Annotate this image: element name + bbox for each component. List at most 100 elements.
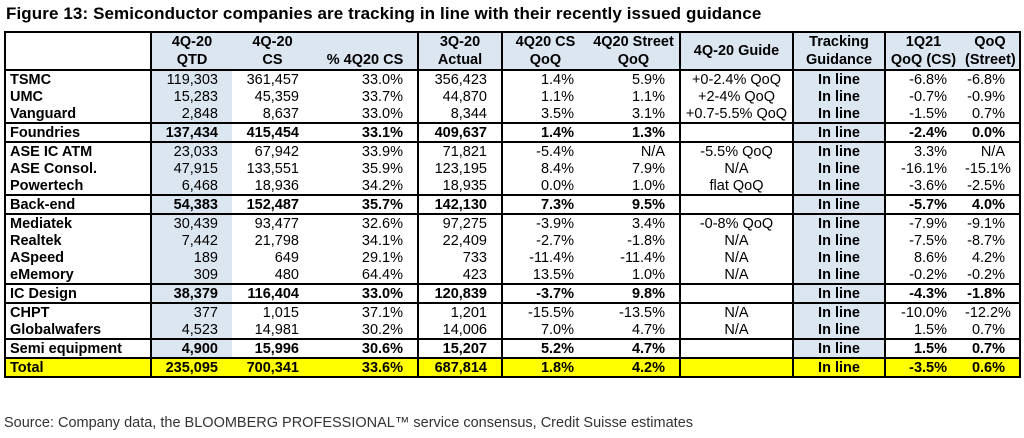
company-name-cell: Foundries [4, 122, 151, 143]
cs-estimate-cell: 649 [274, 249, 299, 266]
header-cell [4, 31, 151, 51]
actual-cell: 22,409 [417, 232, 502, 249]
guide-cell [679, 357, 793, 378]
tracking-cell: In line [792, 194, 885, 215]
guide-cell: N/A [679, 249, 793, 266]
actual-cell: 44,870 [417, 88, 502, 105]
company-name-cell: IC Design [4, 283, 151, 304]
actual-cell: 123,195 [417, 160, 502, 177]
actual-cell: 120,839 [417, 283, 502, 304]
tracking-cell: In line [792, 283, 885, 304]
company-name-cell: Semi equipment [4, 338, 151, 359]
cs-estimate-cell: 700,341 [232, 357, 313, 378]
subtotal-row: Back-end 54,383 152,487 35.7% 142,130 7.3% 9.5… [4, 194, 1021, 215]
qtd-cell: 4,900 [150, 338, 232, 359]
header-cell: 4Q20 Street [588, 31, 680, 51]
pct-of-cs-cell: 33.6% [313, 357, 418, 378]
actual-cell: 18,935 [417, 177, 502, 195]
table-body: TSMC 119,303 361,457 33.0% 356,423 1.4% 5.9% +0… [4, 69, 1021, 378]
header-cell: 1Q21 [884, 31, 961, 51]
q1-cs-qoq-cell: -0.7% [884, 88, 961, 105]
q1-cs-qoq-cell: -7.9% [884, 214, 961, 232]
table-row: Powertech 6,468 18,936 34.2% 18,935 0.0% 1.0% f… [4, 177, 1021, 195]
pct-of-cs-cell: 33.9% [361, 143, 403, 160]
actual-cell: 423 [417, 266, 502, 284]
guide-cell: flat QoQ [679, 177, 793, 195]
table-row: ASpeed 189 649 29.1% 733 -11.4% -11.4% N/A In li… [4, 249, 1021, 266]
cs-estimate-cell: 415,454 [232, 122, 313, 143]
company-name-cell: CHPT [4, 303, 151, 321]
tracking-cell: In line [792, 321, 885, 339]
table-row: Globalwafers 4,523 14,981 30.2% 14,006 7.0% 4.… [4, 321, 1021, 339]
q1-cs-qoq-cell: -1.5% [884, 105, 961, 123]
actual-cell: 409,637 [417, 122, 502, 143]
guide-cell: N/A [679, 160, 793, 177]
guide-cell: N/A [679, 266, 793, 284]
company-name-cell: Realtek [4, 232, 151, 249]
cs-qoq-cell: -15.5% [501, 303, 588, 321]
qtd-cell: 137,434 [150, 122, 232, 143]
header-cell: QoQ (CS) [884, 51, 961, 71]
qtd-cell: 15,283 [150, 88, 232, 105]
q1-cs-qoq-cell: 1.5% [884, 321, 961, 339]
qtd-cell: 119,303 [150, 69, 232, 88]
street-qoq-cell: 5.9% [588, 69, 680, 88]
actual-cell: 97,275 [417, 214, 502, 232]
q1-street-qoq-cell: 0.0% [961, 122, 1021, 143]
table-row: ASE IC ATM 23,033 67,942 33.9% 71,821 -5.4% N/… [4, 142, 1021, 160]
q1-cs-qoq-cell: -6.8% [884, 69, 961, 88]
header-cell: QoQ [961, 31, 1021, 51]
q1-cs-qoq-cell: -10.0% [884, 303, 961, 321]
q1-street-qoq-cell: 4.0% [961, 194, 1021, 215]
guide-cell: +2-4% QoQ [679, 88, 793, 105]
cs-estimate-cell: 45,359 [254, 88, 299, 105]
guide-cell: N/A [679, 232, 793, 249]
cs-qoq-cell: -11.4% [501, 249, 588, 266]
street-qoq-cell: 3.1% [631, 105, 665, 122]
company-name-cell: Globalwafers [4, 321, 151, 339]
pct-of-cs-cell: 30.6% [313, 338, 418, 359]
guide-cell: +0.7-5.5% QoQ [679, 105, 793, 123]
header-cell: 3Q-20 [417, 31, 502, 51]
header-cell [313, 31, 418, 51]
pct-of-cs-cell: 34.2% [361, 177, 403, 194]
pct-of-cs-cell: 35.7% [313, 194, 418, 215]
qtd-cell: 377 [150, 303, 232, 321]
q1-street-qoq-cell: -0.2% [961, 266, 1021, 284]
header-cell: 4Q-20 [150, 31, 232, 51]
pct-of-cs-cell: 64.4% [361, 266, 403, 283]
q1-street-qoq-cell: -15.1% [961, 160, 1021, 177]
company-name-cell: UMC [4, 88, 151, 105]
subtotal-row: Semi equipment 4,900 15,996 30.6% 15,207 5.2%… [4, 338, 1021, 359]
street-qoq-cell: 4.7% [588, 338, 680, 359]
actual-cell: 356,423 [417, 69, 502, 88]
tracking-cell: In line [792, 122, 885, 143]
header-cell-guide: 4Q-20 Guide [679, 31, 793, 70]
q1-street-qoq-cell: -8.7% [961, 232, 1021, 249]
pct-of-cs-cell: 33.0% [361, 105, 403, 122]
actual-cell: 142,130 [417, 194, 502, 215]
tracking-cell: In line [792, 69, 885, 88]
q1-street-qoq-cell: -9.1% [961, 214, 1021, 232]
street-qoq-cell: 1.0% [631, 266, 665, 283]
q1-street-qoq-cell: -2.5% [961, 177, 1021, 195]
cs-estimate-cell: 152,487 [232, 194, 313, 215]
street-qoq-cell: 4.2% [588, 357, 680, 378]
subtotal-row: Foundries 137,434 415,454 33.1% 409,637 1.4% 1… [4, 122, 1021, 143]
q1-street-qoq-cell: 0.6% [961, 357, 1021, 378]
cs-estimate-cell: 361,457 [232, 69, 313, 88]
cs-estimate-cell: 18,936 [254, 177, 299, 194]
qtd-cell: 38,379 [150, 283, 232, 304]
q1-street-qoq-cell: N/A [961, 142, 1021, 160]
guide-cell: N/A [679, 321, 793, 339]
company-name-cell: eMemory [4, 266, 151, 284]
header-cell: Guidance [792, 51, 885, 71]
subtotal-row: IC Design 38,379 116,404 33.0% 120,839 -3.7% 9… [4, 283, 1021, 304]
guide-cell: N/A [679, 303, 793, 321]
header-cell: QoQ [588, 51, 680, 71]
cs-qoq-cell: 1.4% [501, 122, 588, 143]
guide-cell [679, 194, 793, 215]
cs-qoq-cell: 3.5% [501, 105, 588, 123]
tracking-cell: In line [792, 249, 885, 266]
company-name-cell: Total [4, 357, 151, 378]
